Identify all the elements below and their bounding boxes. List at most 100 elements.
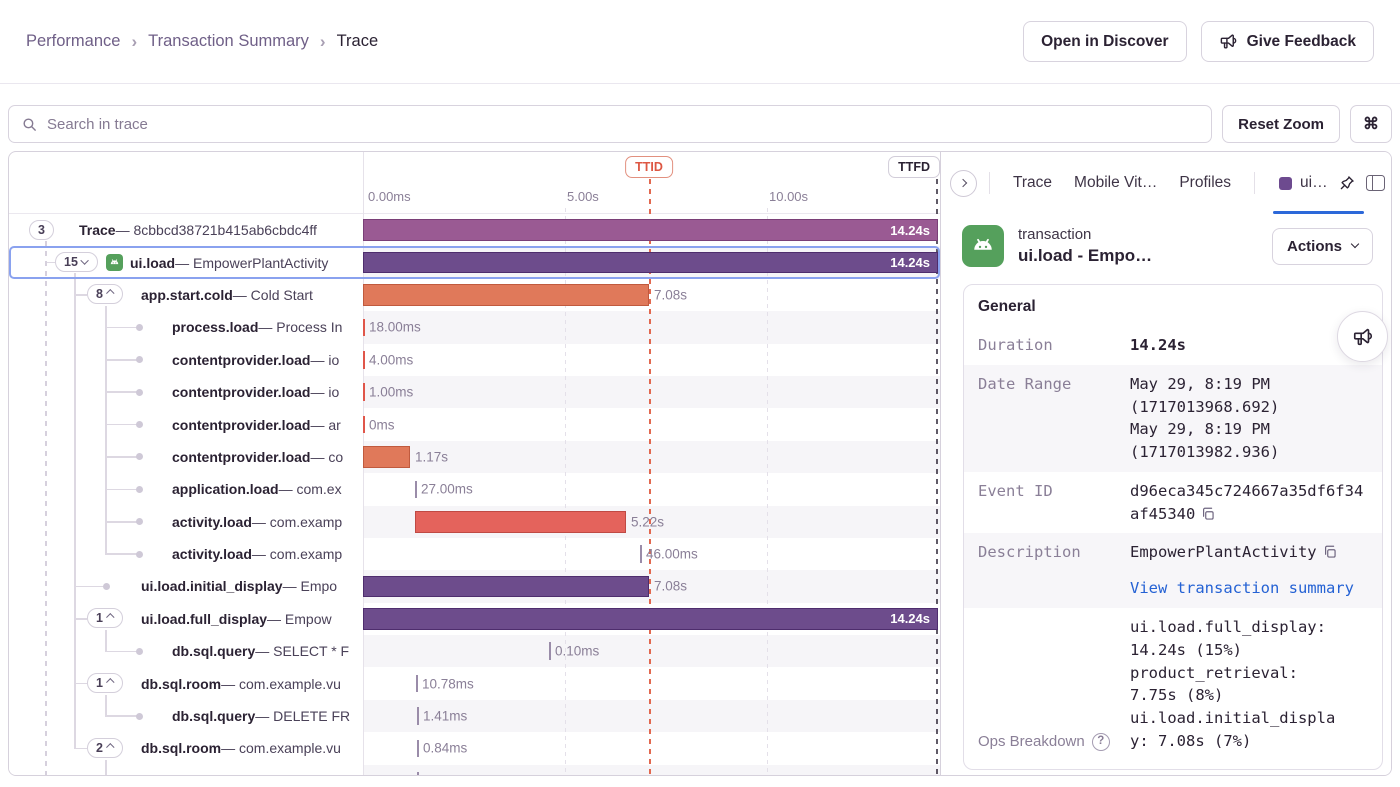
span-row[interactable]: process.load — Process In 18.00ms (9, 311, 940, 344)
span-count-pill[interactable]: 2 (87, 737, 123, 758)
feedback-bubble-button[interactable] (1337, 311, 1388, 362)
span-bar[interactable] (363, 284, 649, 306)
trace-drawer: Trace Mobile Vit… Profiles ui… (940, 152, 1391, 775)
span-row[interactable]: contentprovider.load — co 1.17s (9, 440, 940, 474)
view-transaction-summary-link[interactable]: View transaction summary (1130, 579, 1354, 598)
span-row[interactable]: 15 ui.load — EmpowerPlantActivity 14.24s (9, 246, 940, 279)
span-bar[interactable] (363, 446, 410, 468)
span-row[interactable]: 8 app.start.cold — Cold Start 7.08s (9, 278, 940, 312)
actions-button[interactable]: Actions (1271, 227, 1373, 265)
give-feedback-button[interactable]: Give Feedback (1200, 21, 1374, 62)
span-row[interactable]: activity.load — com.examp 46.00ms (9, 537, 940, 571)
help-icon[interactable]: ? (1091, 732, 1110, 751)
search-input[interactable]: Search in trace (8, 105, 1213, 143)
span-row[interactable]: 1 db.sql.room — com.example.vu 10.78ms (9, 667, 940, 700)
span-bar[interactable]: 14.24s (363, 608, 938, 630)
copy-icon[interactable] (1200, 506, 1216, 522)
span-label: db.sql.query — DELETE FR (172, 708, 351, 725)
span-leaf-dot (136, 323, 143, 331)
span-tick-mark (363, 350, 365, 369)
span-row[interactable]: 1 ui.load.full_display — Empow 14.24s (9, 602, 940, 636)
general-card: General Duration 14.24s Date Range May 29, … (963, 284, 1383, 770)
span-tree-cell: 3 Trace — 8cbbcd38721b415ab6cbdc4ff (9, 214, 363, 247)
span-row[interactable]: db.sql.query — DELETE FR 1.41ms (9, 699, 940, 733)
span-duration-label: 7.08s (654, 287, 688, 303)
tree-connector (74, 682, 87, 685)
span-row[interactable]: contentprovider.load — io 1.00ms (9, 375, 940, 409)
tab-ui-load[interactable]: ui… (1273, 152, 1364, 214)
span-duration-label: 5.22s (631, 514, 665, 530)
span-count-pill[interactable]: 3 (29, 219, 54, 240)
breadcrumb-performance[interactable]: Performance (26, 32, 121, 50)
breadcrumb-transaction-summary[interactable]: Transaction Summary (148, 32, 309, 50)
span-label: app.start.cold — Cold Start (141, 286, 313, 303)
span-count-pill[interactable]: 1 (87, 672, 123, 693)
search-placeholder: Search in trace (47, 115, 148, 133)
tab-profiles[interactable]: Profiles (1179, 174, 1232, 191)
span-row[interactable]: contentprovider.load — ar 0ms (9, 408, 940, 441)
span-row[interactable]: contentprovider.load — io 4.00ms (9, 343, 940, 376)
chevron-down-icon (1350, 239, 1360, 249)
span-count-pill[interactable]: 8 (87, 284, 123, 305)
kv-row: Event ID d96eca345c724667a35df6f34af45340 (964, 472, 1382, 534)
copy-icon[interactable] (1322, 544, 1338, 560)
shortcut-command-button[interactable]: ⌘ (1350, 105, 1392, 143)
span-duration-label: 1.17s (415, 449, 449, 465)
megaphone-icon (1352, 326, 1374, 348)
tab-trace[interactable]: Trace (1013, 174, 1053, 191)
span-row[interactable]: 3 Trace — 8cbbcd38721b415ab6cbdc4ff 14.24s (9, 214, 940, 247)
tab-mobile-vitals[interactable]: Mobile Vit… (1074, 174, 1158, 191)
reset-zoom-button[interactable]: Reset Zoom (1222, 105, 1340, 143)
chevron-right-icon: › (131, 31, 138, 51)
span-label: contentprovider.load — co (172, 448, 344, 465)
open-in-discover-button[interactable]: Open in Discover (1023, 21, 1187, 62)
axis-tick-label: 5.00s (567, 189, 599, 204)
span-duration-label: 1.41ms (423, 708, 468, 724)
kv-key: Duration (978, 336, 1053, 354)
span-row[interactable]: db.sql.query — SELECT * F 0.10ms (9, 635, 940, 668)
span-timeline-cell: 14.24s (363, 246, 940, 279)
span-tree-cell: contentprovider.load — ar (9, 408, 363, 441)
span-row[interactable]: activity.load — com.examp 5.22s (9, 505, 940, 538)
divider (989, 172, 990, 194)
span-bar[interactable] (363, 575, 649, 598)
tree-connector (105, 488, 139, 491)
span-timeline-cell: 1.41ms (363, 699, 940, 733)
span-duration-label: 0ms (369, 417, 395, 433)
span-rows: 3 Trace — 8cbbcd38721b415ab6cbdc4ff 14.24s… (9, 214, 940, 775)
span-leaf-dot (136, 518, 143, 526)
tree-guide-line (105, 630, 107, 652)
span-bar[interactable]: 14.24s (363, 251, 938, 274)
pin-tab-button[interactable] (1336, 172, 1358, 194)
span-row[interactable]: 2 db.sql.room — com.example.vu 0.84ms (9, 732, 940, 765)
ttid-badge[interactable]: TTID (625, 156, 673, 178)
tree-connector (105, 423, 139, 426)
tree-connector (74, 294, 87, 296)
layout-left-drawer-button[interactable] (1365, 175, 1385, 191)
span-label: application.load — com.ex (172, 481, 342, 498)
span-count-pill[interactable]: 1 (87, 608, 123, 629)
span-leaf-dot (136, 485, 143, 493)
android-icon (106, 253, 123, 271)
kv-value: d96eca345c724667a35df6f34af45340 (1130, 481, 1364, 523)
span-count-pill[interactable]: 15 (55, 251, 98, 272)
span-tree-cell: ui.load.initial_display — Empo (9, 570, 363, 603)
span-bar[interactable] (415, 510, 626, 533)
span-row[interactable]: application.load — com.ex 27.00ms (9, 473, 940, 506)
expand-drawer-button[interactable] (950, 169, 977, 197)
span-row[interactable]: ui.load.initial_display — Empo 7.08s (9, 570, 940, 603)
span-tick-mark (417, 707, 419, 725)
span-label: db.sql.query — SELECT * F (172, 643, 350, 660)
span-timeline-cell: 5.22s (363, 505, 940, 538)
ttfd-badge[interactable]: TTFD (888, 156, 940, 178)
span-bar[interactable]: 14.24s (363, 219, 938, 241)
transaction-header: transaction ui.load - Empo… Actions (941, 214, 1391, 280)
span-row[interactable]: db.sql.query — INSERT OR 0.79ms (9, 764, 940, 775)
tree-connector (74, 618, 87, 620)
span-label: ui.load.initial_display — Empo (141, 578, 338, 595)
span-tick-mark (549, 642, 551, 661)
kv-row: Ops Breakdown? ui.load.full_display: 14.2… (964, 608, 1382, 761)
trace-toolbar: Search in trace Reset Zoom ⌘ (8, 105, 1392, 143)
span-duration-label: 18.00ms (369, 319, 421, 335)
tree-connector (105, 391, 139, 393)
